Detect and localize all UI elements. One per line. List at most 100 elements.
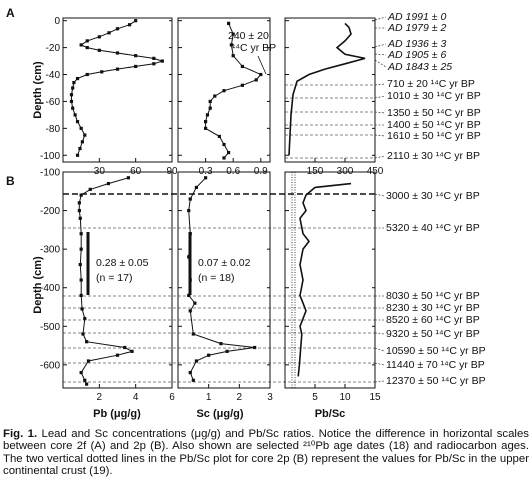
data-point [222,89,226,93]
data-point [75,153,80,157]
y-tick-label-a: -40 [46,70,61,81]
data-point [72,80,76,85]
data-point [79,126,83,130]
y-tick-label-b: -100 [40,168,60,179]
plot-frame-b-ratio: 5 10 15 [284,171,381,403]
pb-mean-value: 0.28 ± 0.05 [96,257,149,269]
c14-date-label: 10590 ± 50 ¹⁴C yr BP [386,345,486,357]
ad-date-label: AD 1936 ± 3 [387,38,446,50]
data-point [80,307,84,311]
c14-date-b-6: 10590 ± 50 ¹⁴C yr BP [63,345,486,357]
plot-frame-b-sc: 1 2 3 [177,171,273,403]
data-point [85,46,89,50]
ad-date-3: AD 1905 ± 6 [374,49,446,61]
inset-unit: ¹⁴C yr BP [232,42,276,54]
c14-date-b-1: 5320 ± 40 ¹⁴C yr BP [63,222,480,234]
data-point [71,106,75,110]
data-point [79,43,83,47]
series-a-pb [69,19,164,157]
data-point [81,332,85,336]
data-point [78,146,82,151]
x-tick-label-b-pb: 6 [169,392,175,403]
caption-label: Fig. 1. [3,428,38,440]
data-point [86,359,91,363]
data-point [134,19,138,23]
ad-date-0: AD 1991 ± 0 [374,11,446,23]
depth-axis-title-b: Depth (cm) [32,256,44,314]
ad-date-label: AD 1979 ± 2 [387,22,446,34]
data-point [85,72,89,77]
data-point [240,83,244,87]
x-tick-label-b-ratio: 10 [339,392,351,403]
pb-axis-title: Pb (μg/g) [93,408,141,420]
x-tick-label-b-ratio: 5 [312,392,318,403]
data-point [188,309,192,313]
data-point [97,35,101,39]
y-tick-label-a: -20 [46,43,61,54]
c14-date-a-2: 1350 ± 50 ¹⁴C yr BP [285,107,481,119]
data-point [229,43,233,47]
data-point [80,140,84,144]
c14-date-a-5: 2110 ± 30 ¹⁴C yr BP [285,150,480,162]
c14-date-label: 8230 ± 30 ¹⁴C yr BP [386,302,480,314]
c14-date-b-7: 11440 ± 70 ¹⁴C yr BP [63,359,485,371]
data-point [213,94,217,98]
c14-date-label: 3000 ± 30 ¹⁴C yr BP [386,190,480,202]
series-a-sc [204,21,263,160]
c14-date-label: 710 ± 20 ¹⁴C yr BP [387,78,475,90]
panel-a-label: A [6,6,15,20]
data-point [227,21,231,25]
data-point [128,23,132,27]
panel-b-label: B [6,174,15,188]
c14-date-a-1: 1010 ± 30 ¹⁴C yr BP [285,90,481,102]
data-point [152,56,156,60]
data-point [126,176,130,180]
c14-date-label: 5320 ± 40 ¹⁴C yr BP [386,222,480,234]
c14-date-a-3: 1400 ± 50 ¹⁴C yr BP [285,119,481,131]
series-line [297,182,352,377]
data-point [79,232,83,236]
ratio-axis-title: Pb/Sc [315,408,346,420]
data-point [69,99,74,104]
c14-date-a-0: 710 ± 20 ¹⁴C yr BP [285,78,475,90]
series-line [188,177,255,381]
data-point [253,345,257,350]
c14-date-label: 1610 ± 50 ¹⁴C yr BP [387,130,481,142]
x-tick-label-b-ratio: 15 [369,392,381,403]
data-point [115,27,120,31]
inset-arrow [257,55,267,75]
data-point [240,64,244,69]
data-point [79,293,83,298]
data-point [88,187,92,191]
data-point [187,208,191,213]
y-tick-label-a: -80 [46,124,61,135]
data-point [222,156,226,160]
data-point [204,126,208,130]
data-point [83,378,87,382]
c14-date-label: 11440 ± 70 ¹⁴C yr BP [386,359,485,371]
c14-date-label: 8030 ± 50 ¹⁴C yr BP [386,290,480,302]
data-point [79,278,83,282]
c14-date-a-4: 1610 ± 50 ¹⁴C yr BP [285,130,481,142]
series-b-sc [187,176,257,382]
data-point [191,378,195,382]
data-point [79,247,83,251]
data-point [222,142,226,147]
y-tick-label-b: -500 [40,322,60,333]
data-point [77,201,81,205]
data-point [204,120,208,124]
data-point [134,54,138,58]
data-point [71,86,75,90]
data-point [188,370,192,375]
c14-date-label: 12370 ± 50 ¹⁴C yr BP [386,375,486,387]
data-point [79,370,83,375]
data-point [205,113,210,117]
data-point [73,113,77,117]
data-point [194,359,198,363]
c14-date-label: 9320 ± 50 ¹⁴C yr BP [386,328,480,340]
data-point [152,62,156,66]
data-point [115,67,120,71]
ad-date-label: AD 1843 ± 25 [387,61,452,73]
x-tick-label-b-sc: 2 [237,392,243,403]
